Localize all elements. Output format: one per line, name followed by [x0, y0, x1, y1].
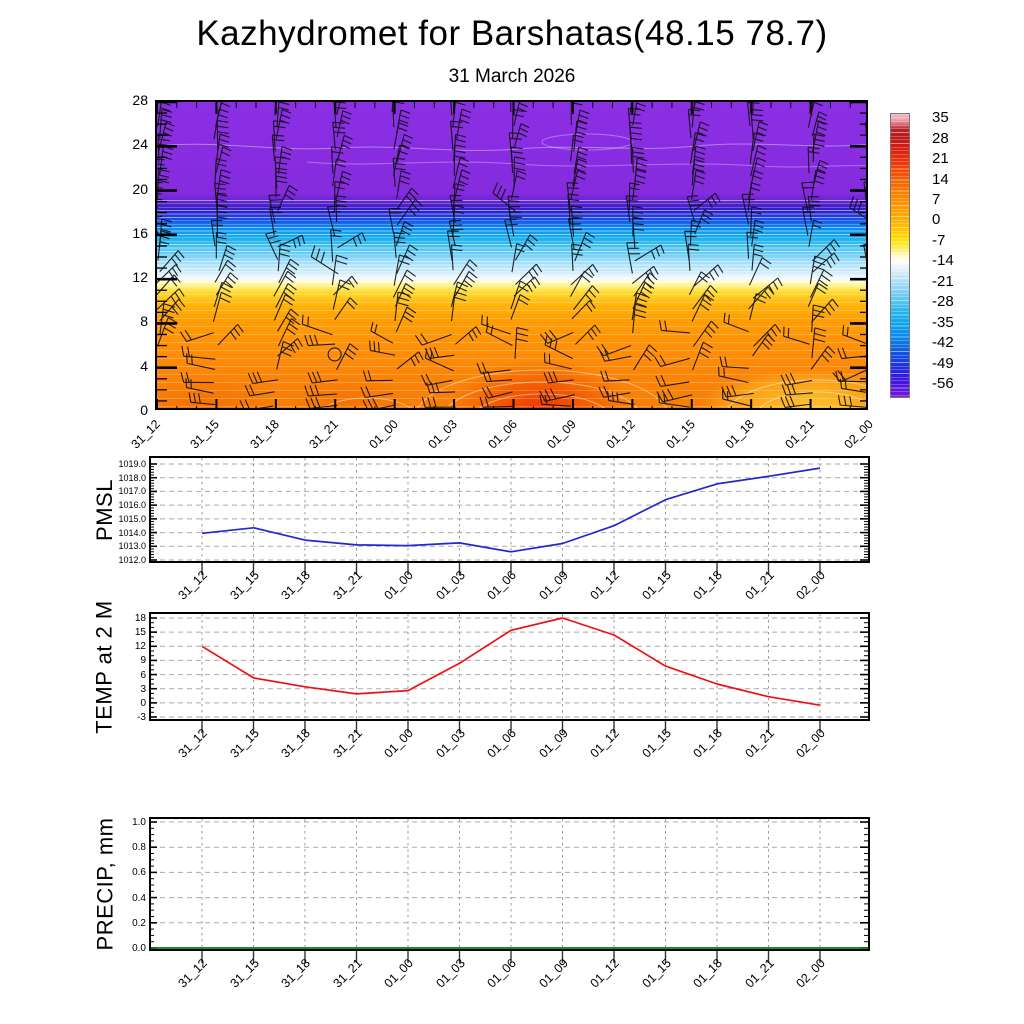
pmsl-panel-y-tick-label: 1013.0	[118, 541, 146, 552]
temp-panel-data-line	[201, 617, 821, 707]
upper-y-tick-label: 12	[132, 269, 148, 286]
upper-air-panel	[155, 100, 868, 410]
temp-panel-y-tick-label: 0	[140, 697, 146, 709]
colorbar-tick-label: -21	[932, 272, 954, 290]
pmsl-panel-y-tick-label: 1015.0	[118, 513, 146, 524]
temp-panel-y-tick-label: 15	[134, 627, 146, 639]
pmsl-panel-y-tick-label: 1017.0	[118, 486, 146, 497]
pmsl-panel-y-tick-label: 1012.0	[118, 555, 146, 565]
temp-panel-y-tick-label: 6	[140, 669, 146, 681]
precip-panel-y-tick-label: 1.0	[132, 817, 146, 828]
temp-panel-y-tick-label: 9	[140, 655, 146, 667]
precip-panel-y-tick-label: 0.2	[132, 917, 146, 929]
precip-axis-title: PRECIP, mm	[92, 817, 118, 951]
precip-panel	[149, 817, 870, 963]
pmsl-panel-svg	[149, 458, 870, 575]
colorbar-tick-label: 28	[932, 129, 949, 147]
precip-panel-y-tick-label: 0.8	[132, 842, 146, 854]
pmsl-panel-y-tick-label: 1019.0	[118, 459, 146, 469]
colorbar	[890, 113, 910, 398]
upper-y-tick-label: 0	[140, 402, 148, 418]
colorbar-tick-label: -56	[932, 375, 954, 393]
colorbar-tick-label: 21	[932, 150, 949, 168]
temp-panel-svg	[149, 614, 870, 733]
colorbar-tick-label: 0	[932, 211, 941, 229]
wind-barb-layer	[157, 102, 866, 408]
pmsl-panel-y-tick-label: 1016.0	[118, 500, 146, 511]
upper-y-tick-label: 20	[132, 180, 148, 197]
page-subtitle: 31 March 2026	[448, 66, 576, 87]
upper-y-tick-label: 28	[132, 92, 148, 108]
colorbar-tick-label: 14	[932, 170, 949, 188]
precip-panel-svg	[149, 819, 870, 963]
pmsl-panel-y-tick-label: 1014.0	[118, 527, 146, 538]
colorbar-tick-label: -14	[932, 252, 954, 270]
pmsl-panel-y-tick-label: 1018.0	[118, 472, 146, 483]
upper-y-tick-label: 4	[140, 357, 148, 374]
upper-y-tick-label: 16	[132, 224, 148, 241]
colorbar-tick-label: 35	[932, 109, 949, 127]
temp-panel-y-tick-label: 3	[140, 683, 146, 695]
colorbar-tick-label: -35	[932, 313, 954, 331]
upper-y-tick-label: 8	[140, 313, 148, 330]
precip-panel-y-tick-label: 0.0	[132, 943, 146, 954]
pmsl-panel-data-line	[201, 467, 821, 553]
colorbar-tick-label: -7	[932, 231, 946, 249]
precip-panel-y-tick-label: 0.6	[132, 867, 146, 879]
colorbar-contour-lines	[891, 114, 909, 397]
colorbar-tick-label: -42	[932, 334, 954, 352]
colorbar-tick-label: -49	[932, 354, 954, 372]
temp-panel-y-tick-label: 12	[134, 641, 146, 653]
page-title: Kazhydromet for Barshatas(48.15 78.7)	[196, 14, 828, 53]
pmsl-panel	[149, 456, 870, 575]
precip-panel-y-tick-label: 0.4	[132, 892, 146, 904]
temp-panel-y-tick-label: -3	[137, 712, 146, 723]
colorbar-tick-label: 7	[932, 191, 941, 208]
upper-y-tick-label: 24	[132, 136, 148, 153]
temp2m-panel	[149, 612, 870, 733]
colorbar-tick-label: -28	[932, 293, 954, 311]
temp-panel-y-tick-label: 18	[134, 613, 146, 624]
